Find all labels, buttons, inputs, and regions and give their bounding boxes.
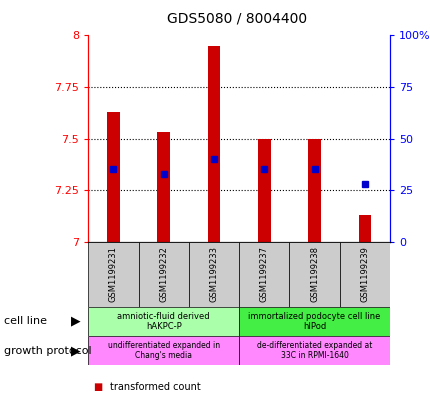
Bar (289, 242, 339, 307)
Bar (138, 242, 188, 307)
Bar (88, 242, 138, 307)
Text: ■: ■ (92, 382, 101, 392)
Text: amniotic-fluid derived
hAKPC-P: amniotic-fluid derived hAKPC-P (117, 312, 209, 331)
Bar (239, 336, 389, 365)
Bar (239, 242, 289, 307)
Text: GDS5080 / 8004400: GDS5080 / 8004400 (166, 12, 307, 26)
Text: cell line: cell line (4, 316, 47, 326)
Text: GSM1199232: GSM1199232 (159, 246, 168, 302)
Text: GSM1199238: GSM1199238 (310, 246, 318, 302)
Text: undifferentiated expanded in
Chang's media: undifferentiated expanded in Chang's med… (108, 341, 219, 360)
Text: GSM1199239: GSM1199239 (359, 246, 369, 302)
Bar (107, 112, 120, 242)
Text: GSM1199237: GSM1199237 (259, 246, 268, 302)
Bar (88, 307, 239, 336)
Bar (239, 307, 389, 336)
Text: growth protocol: growth protocol (4, 346, 92, 356)
Bar (188, 242, 239, 307)
Text: ▶: ▶ (71, 344, 80, 357)
Bar (88, 336, 239, 365)
Bar (358, 215, 370, 242)
Bar (339, 242, 389, 307)
Text: transformed count: transformed count (110, 382, 200, 392)
Text: ▶: ▶ (71, 315, 80, 328)
Text: de-differentiated expanded at
33C in RPMI-1640: de-differentiated expanded at 33C in RPM… (256, 341, 372, 360)
Text: GSM1199231: GSM1199231 (109, 246, 118, 302)
Text: immortalized podocyte cell line
hIPod: immortalized podocyte cell line hIPod (248, 312, 380, 331)
Bar (157, 132, 170, 242)
Text: GSM1199233: GSM1199233 (209, 246, 218, 302)
Bar (258, 138, 270, 242)
Bar (207, 46, 220, 242)
Bar (307, 138, 320, 242)
